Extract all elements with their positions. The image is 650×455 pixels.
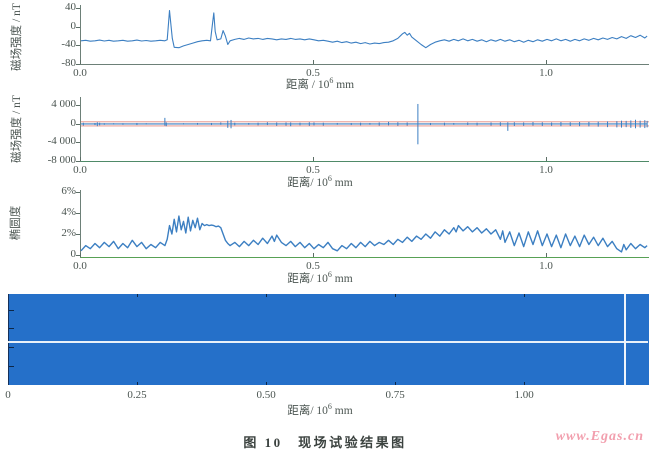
waterfall-white-vline (624, 294, 626, 385)
y-tick-mark (76, 234, 80, 235)
x-axis-label-unit: mm (331, 405, 353, 417)
y-tick-mark (76, 26, 80, 28)
y-tick-label: 2% (61, 227, 76, 239)
x-tick-label: 0.5 (306, 260, 320, 272)
waterfall-tick-bottom (524, 382, 526, 385)
x-tick-label: 0.25 (127, 389, 147, 401)
y-tick-mark (76, 8, 80, 10)
y-tick-label: 40 (65, 1, 76, 14)
x-axis-label-text: 距离/ 10 (287, 405, 328, 417)
waterfall-tick-top (524, 294, 526, 297)
y-axis-label-magnetic-1: 磁场强度 / nT (11, 3, 23, 71)
waterfall-band (8, 294, 649, 385)
y-tick-mark (76, 255, 80, 256)
x-tick-mark (80, 157, 81, 161)
magnetic-field-trace-2 (80, 97, 649, 162)
x-axis-label-distance-1: 距离 / 106 mm (180, 76, 460, 92)
x-axis-label-text: 距离/ 10 (287, 177, 328, 189)
y-tick-mark (76, 212, 80, 214)
y-tick-label: 4 000 (51, 98, 76, 111)
x-axis-label-distance-3: 距离/ 106 mm (180, 270, 460, 286)
y-axis-label-ellipticity: 椭圆度 (10, 205, 22, 241)
waterfall-side-tick (9, 347, 14, 348)
waterfall-tick-top (137, 294, 139, 297)
magnetic-field-trace-1 (80, 5, 649, 65)
waterfall-tick-bottom (137, 382, 139, 385)
x-tick-mark (545, 253, 547, 257)
y-tick-mark (76, 123, 80, 125)
waterfall-tick-bottom (395, 382, 397, 385)
waterfall-side-tick (9, 366, 14, 367)
x-tick-mark (545, 157, 547, 161)
x-tick-label: 0.5 (306, 67, 320, 79)
y-tick-label: -8 000 (47, 154, 76, 166)
x-axis-label-exponent: 6 (329, 76, 334, 86)
x-tick-label: 1.0 (539, 67, 553, 79)
x-tick-mark (80, 60, 81, 64)
waterfall-tick-top (266, 294, 268, 297)
watermark-egas: www.Egas.cn (555, 429, 644, 444)
x-axis-label-unit: mm (333, 79, 355, 91)
x-axis-label-text: 距离/ 10 (287, 273, 328, 285)
y-axis-label-magnetic-2: 磁场强度 / nT (11, 95, 23, 163)
y-tick-mark (76, 161, 80, 162)
waterfall-white-hline (8, 341, 648, 343)
y-tick-label: 0 (70, 248, 77, 260)
x-tick-mark (545, 60, 547, 64)
x-tick-label: 1.0 (539, 260, 553, 272)
x-tick-mark (312, 157, 314, 161)
y-tick-mark (76, 142, 80, 144)
y-tick-label: -40 (61, 38, 76, 51)
x-axis-label-distance-4: 距离/ 106 mm (180, 402, 460, 418)
y-tick-mark (76, 191, 80, 193)
x-tick-label: 0.0 (73, 164, 87, 176)
y-tick-label: 0 (70, 19, 77, 32)
y-tick-mark (76, 64, 80, 65)
y-tick-label: 0 (70, 116, 77, 129)
x-tick-label: 0.75 (385, 389, 405, 401)
x-tick-label: 0 (5, 389, 11, 401)
x-tick-mark (80, 253, 81, 257)
waterfall-side-tick (9, 310, 14, 311)
x-tick-mark (312, 60, 314, 64)
y-tick-label: -80 (61, 57, 76, 69)
y-tick-label: 6% (61, 184, 76, 197)
x-axis-label-exponent: 6 (327, 270, 332, 280)
x-axis-label-unit: mm (331, 177, 353, 189)
ellipticity-trace (80, 190, 649, 258)
x-axis-label-exponent: 6 (327, 174, 332, 184)
x-tick-mark (312, 253, 314, 257)
x-axis-label-text: 距离 / 10 (285, 79, 330, 91)
x-tick-label: 0.5 (306, 164, 320, 176)
x-tick-label: 0.0 (73, 260, 87, 272)
x-tick-label: 1.00 (514, 389, 534, 401)
x-axis-label-exponent: 6 (327, 402, 332, 412)
x-axis-label-unit: mm (331, 273, 353, 285)
x-tick-label: 0.0 (73, 67, 87, 79)
waterfall-tick-bottom (266, 382, 268, 385)
waterfall-tick-top (395, 294, 397, 297)
x-tick-label: 1.0 (539, 164, 553, 176)
x-axis-label-distance-2: 距离/ 106 mm (180, 174, 460, 190)
y-tick-mark (76, 45, 80, 47)
y-tick-label: -4 000 (47, 135, 76, 148)
y-tick-label: 4% (61, 205, 76, 218)
y-tick-mark (76, 105, 80, 107)
waterfall-side-tick (9, 328, 14, 329)
x-tick-label: 0.50 (256, 389, 276, 401)
figure-caption: 图 10 现场试验结果图 (243, 435, 407, 450)
